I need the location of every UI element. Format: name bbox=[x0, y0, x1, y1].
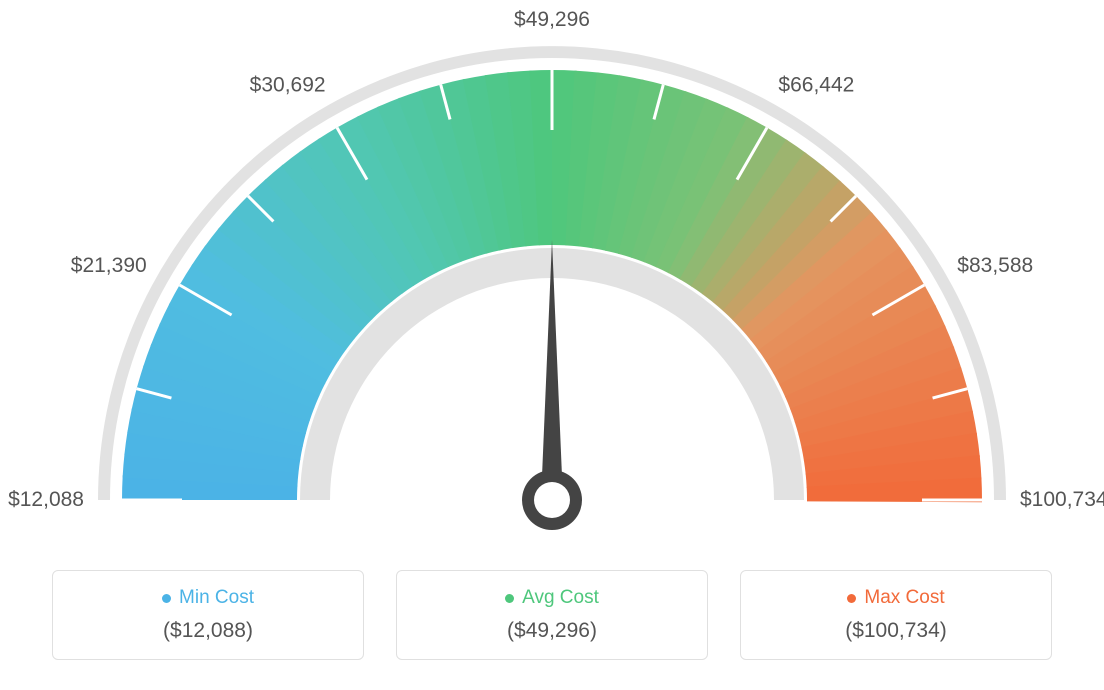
max-cost-title-row: Max Cost bbox=[847, 587, 944, 609]
max-cost-dot bbox=[847, 594, 856, 603]
gauge-tick-label: $12,088 bbox=[8, 488, 84, 512]
gauge-tick-label: $83,588 bbox=[957, 254, 1033, 278]
gauge-tick-label: $49,296 bbox=[514, 8, 590, 32]
min-cost-card: Min Cost ($12,088) bbox=[52, 570, 364, 660]
gauge-chart: $12,088 $21,390 $30,692 $49,296 $66,442 $83,5… bbox=[0, 0, 1104, 540]
gauge-tick-label: $21,390 bbox=[71, 254, 147, 278]
max-cost-card: Max Cost ($100,734) bbox=[740, 570, 1052, 660]
gauge-needle bbox=[541, 240, 563, 500]
needle-hub-inner bbox=[534, 482, 570, 518]
avg-cost-card: Avg Cost ($49,296) bbox=[396, 570, 708, 660]
gauge-tick-label: $30,692 bbox=[250, 73, 326, 97]
min-cost-title: Min Cost bbox=[179, 587, 254, 609]
avg-cost-dot bbox=[505, 594, 514, 603]
avg-cost-value: ($49,296) bbox=[507, 619, 597, 643]
avg-cost-title: Avg Cost bbox=[522, 587, 599, 609]
gauge-tick-label: $100,734 bbox=[1020, 488, 1104, 512]
chart-container: $12,088 $21,390 $30,692 $49,296 $66,442 $83,5… bbox=[0, 0, 1104, 690]
summary-cards: Min Cost ($12,088) Avg Cost ($49,296) Ma… bbox=[52, 570, 1052, 660]
min-cost-title-row: Min Cost bbox=[162, 587, 254, 609]
max-cost-title: Max Cost bbox=[864, 587, 944, 609]
min-cost-dot bbox=[162, 594, 171, 603]
max-cost-value: ($100,734) bbox=[845, 619, 947, 643]
min-cost-value: ($12,088) bbox=[163, 619, 253, 643]
avg-cost-title-row: Avg Cost bbox=[505, 587, 599, 609]
gauge-tick-label: $66,442 bbox=[778, 73, 854, 97]
gauge-svg bbox=[0, 0, 1104, 540]
